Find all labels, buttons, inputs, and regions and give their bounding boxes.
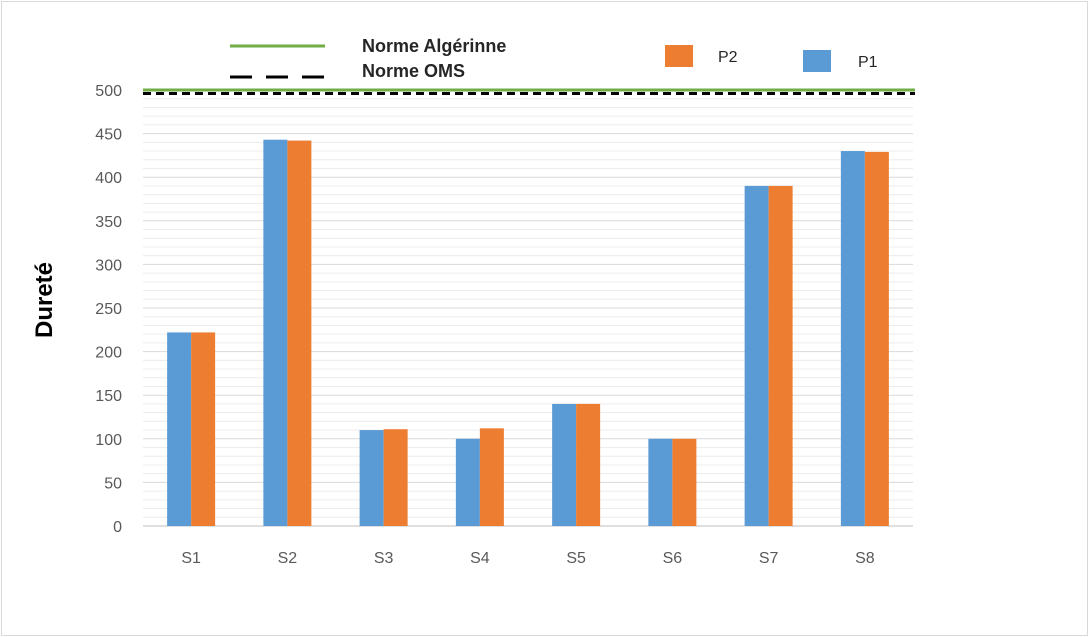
bar-p2-s4 <box>479 428 504 526</box>
bar-p2-s8 <box>864 151 889 527</box>
legend-swatch-p1 <box>803 50 831 72</box>
legend-label-norme-algerinne: Norme Algérinne <box>362 36 506 56</box>
bar-p1-s5 <box>552 403 577 526</box>
y-tick-label: 500 <box>95 83 122 100</box>
bar-p2-s5 <box>576 403 601 526</box>
legend: Norme Algérinne Norme OMS P2 P1 <box>230 36 878 81</box>
y-tick-label: 150 <box>95 388 122 405</box>
x-tick-label: S3 <box>374 550 394 567</box>
x-tick-label: S5 <box>566 550 586 567</box>
y-tick-label: 450 <box>95 127 122 144</box>
bar-p1-s1 <box>167 332 192 526</box>
y-tick-label: 300 <box>95 257 122 274</box>
x-tick-label: S1 <box>181 550 201 567</box>
bar-p2-s6 <box>672 438 697 526</box>
legend-label-p2: P2 <box>718 49 738 66</box>
y-tick-label: 200 <box>95 345 122 362</box>
bar-p2-s7 <box>768 185 793 527</box>
y-tick-label: 100 <box>95 432 122 449</box>
x-axis-ticks: S1 S2 S3 S4 S5 S6 S7 S8 <box>181 550 874 567</box>
y-tick-label: 250 <box>95 301 122 318</box>
bar-p1-s4 <box>455 438 480 526</box>
y-axis-label: Dureté <box>31 262 58 338</box>
y-tick-label: 50 <box>104 475 122 492</box>
x-tick-label: S6 <box>663 550 683 567</box>
x-tick-label: S8 <box>855 550 875 567</box>
bar-p2-s3 <box>383 429 408 526</box>
x-tick-label: S7 <box>759 550 779 567</box>
gridlines <box>143 89 913 527</box>
x-tick-label: S4 <box>470 550 490 567</box>
y-tick-label: 400 <box>95 170 122 187</box>
bar-p1-s6 <box>648 438 673 526</box>
reference-lines <box>143 88 915 95</box>
x-tick-label: S2 <box>278 550 298 567</box>
y-axis-ticks: 0 50 100 150 200 250 300 350 400 450 500 <box>95 83 122 536</box>
bar-p2-s1 <box>191 332 216 526</box>
bar-p1-s8 <box>840 151 865 527</box>
bars <box>167 139 889 527</box>
y-tick-label: 0 <box>113 519 122 536</box>
legend-swatch-p2 <box>665 45 693 67</box>
legend-label-p1: P1 <box>858 54 878 71</box>
y-tick-label: 350 <box>95 214 122 231</box>
bar-p2-s2 <box>287 140 312 527</box>
bar-p1-s2 <box>263 139 288 527</box>
bar-p1-s7 <box>744 185 769 527</box>
legend-label-norme-oms: Norme OMS <box>362 61 465 81</box>
bar-p1-s3 <box>359 430 384 526</box>
